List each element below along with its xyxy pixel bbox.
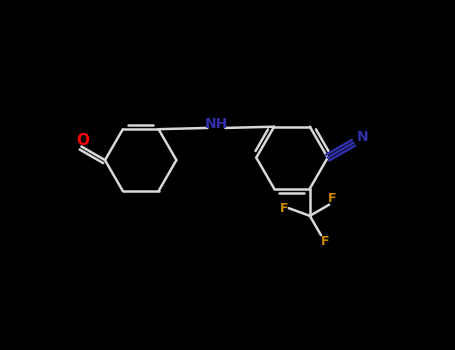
Text: F: F: [280, 202, 288, 215]
Text: O: O: [76, 133, 89, 148]
Text: F: F: [328, 192, 336, 205]
Text: N: N: [357, 130, 369, 144]
Text: F: F: [321, 234, 329, 248]
Text: NH: NH: [205, 117, 228, 131]
